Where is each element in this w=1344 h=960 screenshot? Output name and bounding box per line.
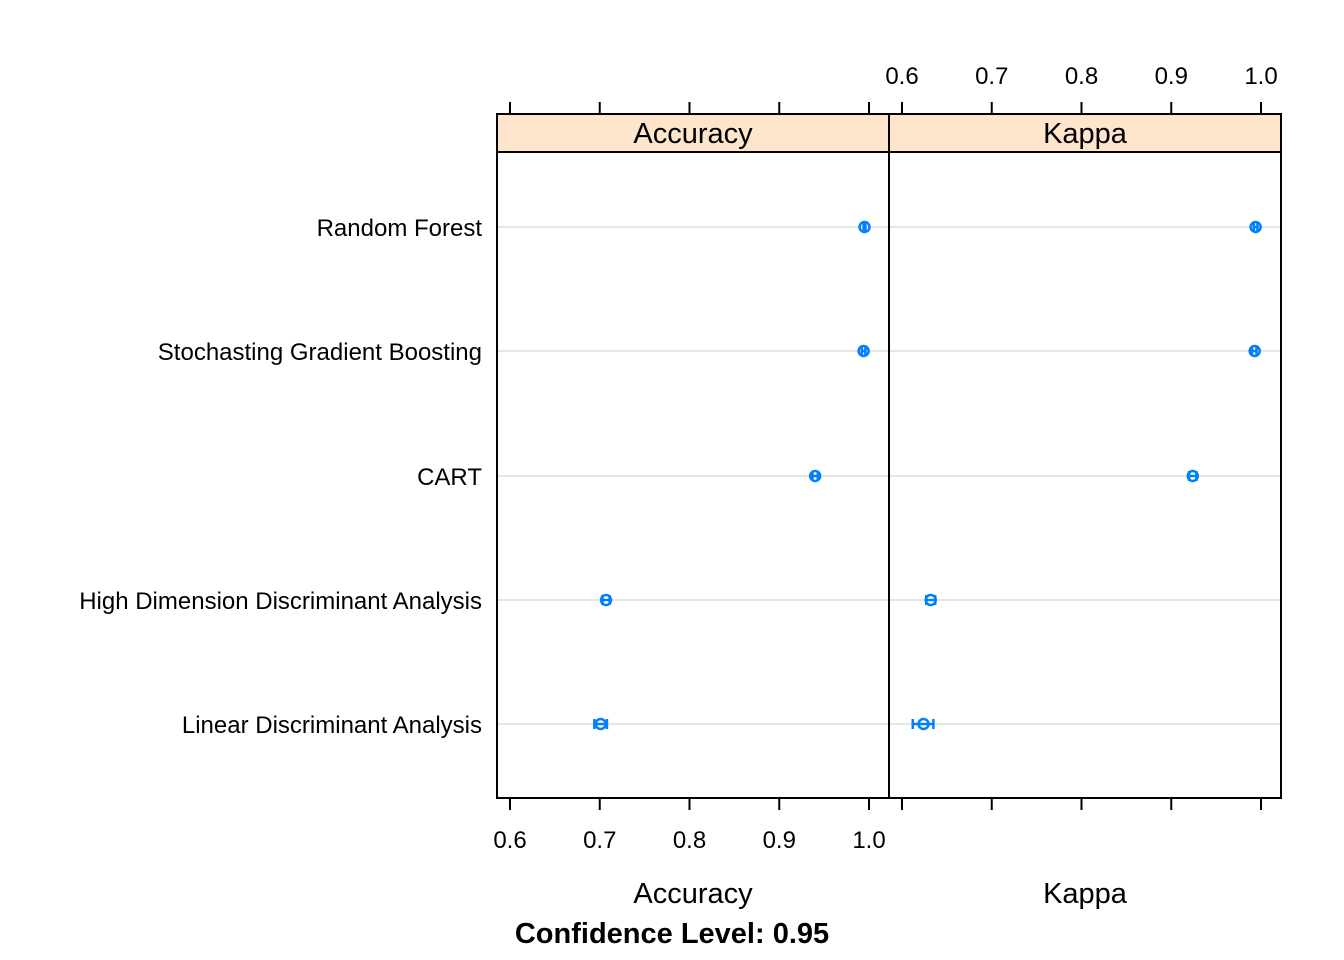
x-tick-label: 0.7 bbox=[975, 63, 1008, 90]
confidence-footnote: Confidence Level: 0.95 bbox=[515, 918, 829, 950]
panel-strip bbox=[496, 113, 890, 153]
x-axis-title: Accuracy bbox=[633, 878, 753, 910]
x-tick-label: 0.9 bbox=[1155, 63, 1188, 90]
data-point bbox=[857, 344, 870, 358]
strip-label: Kappa bbox=[1043, 118, 1128, 150]
x-tick-label: 1.0 bbox=[852, 827, 885, 854]
x-tick-label: 0.6 bbox=[885, 63, 918, 90]
category-label: Random Forest bbox=[317, 215, 483, 242]
data-point bbox=[1249, 220, 1262, 234]
category-label: Stochasting Gradient Boosting bbox=[158, 339, 482, 366]
data-point bbox=[1248, 344, 1261, 358]
x-tick-label: 0.8 bbox=[1065, 63, 1098, 90]
x-tick-label: 0.6 bbox=[493, 827, 526, 854]
data-point bbox=[808, 469, 822, 483]
category-label: CART bbox=[417, 464, 482, 491]
data-point bbox=[858, 220, 871, 234]
x-tick-label: 0.8 bbox=[673, 827, 706, 854]
data-point bbox=[599, 593, 613, 607]
panel-accuracy: Accuracy 0.6 0.7 0.8 0.9 1.0 Accuracy bbox=[493, 102, 890, 910]
panel-frame bbox=[888, 151, 1282, 799]
x-tick-label: 0.9 bbox=[763, 827, 796, 854]
data-point bbox=[924, 593, 937, 607]
data-point bbox=[917, 717, 930, 731]
category-label: High Dimension Discriminant Analysis bbox=[79, 588, 482, 615]
x-tick-label: 1.0 bbox=[1244, 63, 1277, 90]
data-point bbox=[594, 717, 607, 731]
data-point bbox=[1186, 469, 1200, 483]
panel-kappa: Kappa 0.6 0.7 0.8 0.9 1.0 Kappa bbox=[885, 63, 1282, 910]
x-tick-label: 0.7 bbox=[583, 827, 616, 854]
strip-label: Accuracy bbox=[633, 118, 753, 150]
category-label: Linear Discriminant Analysis bbox=[182, 712, 482, 739]
x-axis-title: Kappa bbox=[1043, 878, 1128, 910]
